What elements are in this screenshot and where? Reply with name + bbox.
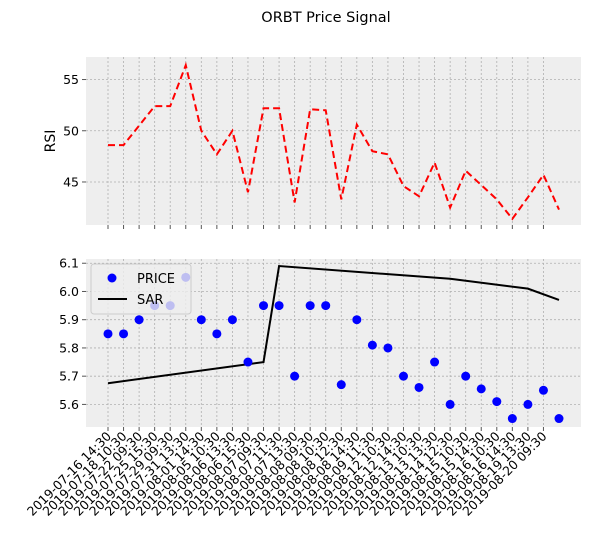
rsi-y-tick-label: 55	[63, 72, 79, 87]
price-point	[290, 371, 300, 381]
price-point	[321, 301, 331, 311]
rsi-x-ticks	[107, 225, 544, 229]
price-y-ticks: 5.6 5.7 5.8 5.9 6.0 6.1	[59, 256, 86, 412]
price-point	[196, 315, 206, 325]
price-point	[134, 315, 144, 325]
price-grid	[86, 259, 581, 427]
rsi-y-tick-label: 50	[63, 123, 79, 138]
legend-price-label: PRICE	[137, 272, 175, 287]
price-point	[507, 414, 517, 424]
price-panel: 5.6 5.7 5.8 5.9 6.0 6.1 2019-07-16 14:302019-…	[24, 256, 581, 519]
rsi-y-ticks: 45 50 55	[63, 72, 86, 189]
price-point	[476, 384, 486, 394]
price-point	[274, 301, 284, 311]
rsi-panel: 45 50 55 RSI	[43, 57, 581, 229]
price-series-points	[103, 272, 564, 424]
price-point	[461, 371, 471, 381]
price-point	[554, 414, 564, 424]
price-point	[352, 315, 362, 325]
rsi-series-line	[108, 61, 560, 221]
price-y-tick-label: 5.7	[59, 369, 79, 384]
price-point	[523, 399, 533, 409]
price-point	[119, 329, 129, 339]
price-point	[212, 329, 222, 339]
price-point	[259, 301, 269, 311]
price-point	[445, 399, 455, 409]
price-point	[398, 371, 408, 381]
price-point	[430, 357, 440, 367]
rsi-y-tick-label: 45	[63, 174, 79, 189]
legend-sar-label: SAR	[137, 293, 163, 308]
legend: PRICE SAR	[90, 263, 192, 315]
price-point	[227, 315, 237, 325]
legend-price-marker	[107, 273, 117, 283]
chart-title: ORBT Price Signal	[261, 10, 390, 26]
price-point	[538, 385, 548, 395]
price-point	[336, 380, 346, 390]
rsi-axes-background	[86, 57, 581, 225]
price-y-tick-label: 5.9	[59, 312, 79, 327]
price-point	[383, 343, 393, 353]
price-y-tick-label: 5.6	[59, 397, 79, 412]
price-point	[103, 329, 113, 339]
price-y-tick-label: 6.1	[59, 256, 79, 271]
price-point	[414, 382, 424, 392]
price-point	[367, 340, 377, 350]
price-point	[492, 397, 502, 407]
price-y-tick-label: 6.0	[59, 284, 79, 299]
price-point	[305, 301, 315, 311]
rsi-y-axis-label: RSI	[43, 130, 59, 153]
sar-series-line	[107, 264, 560, 385]
price-point	[243, 357, 253, 367]
price-y-tick-label: 5.8	[59, 340, 79, 355]
